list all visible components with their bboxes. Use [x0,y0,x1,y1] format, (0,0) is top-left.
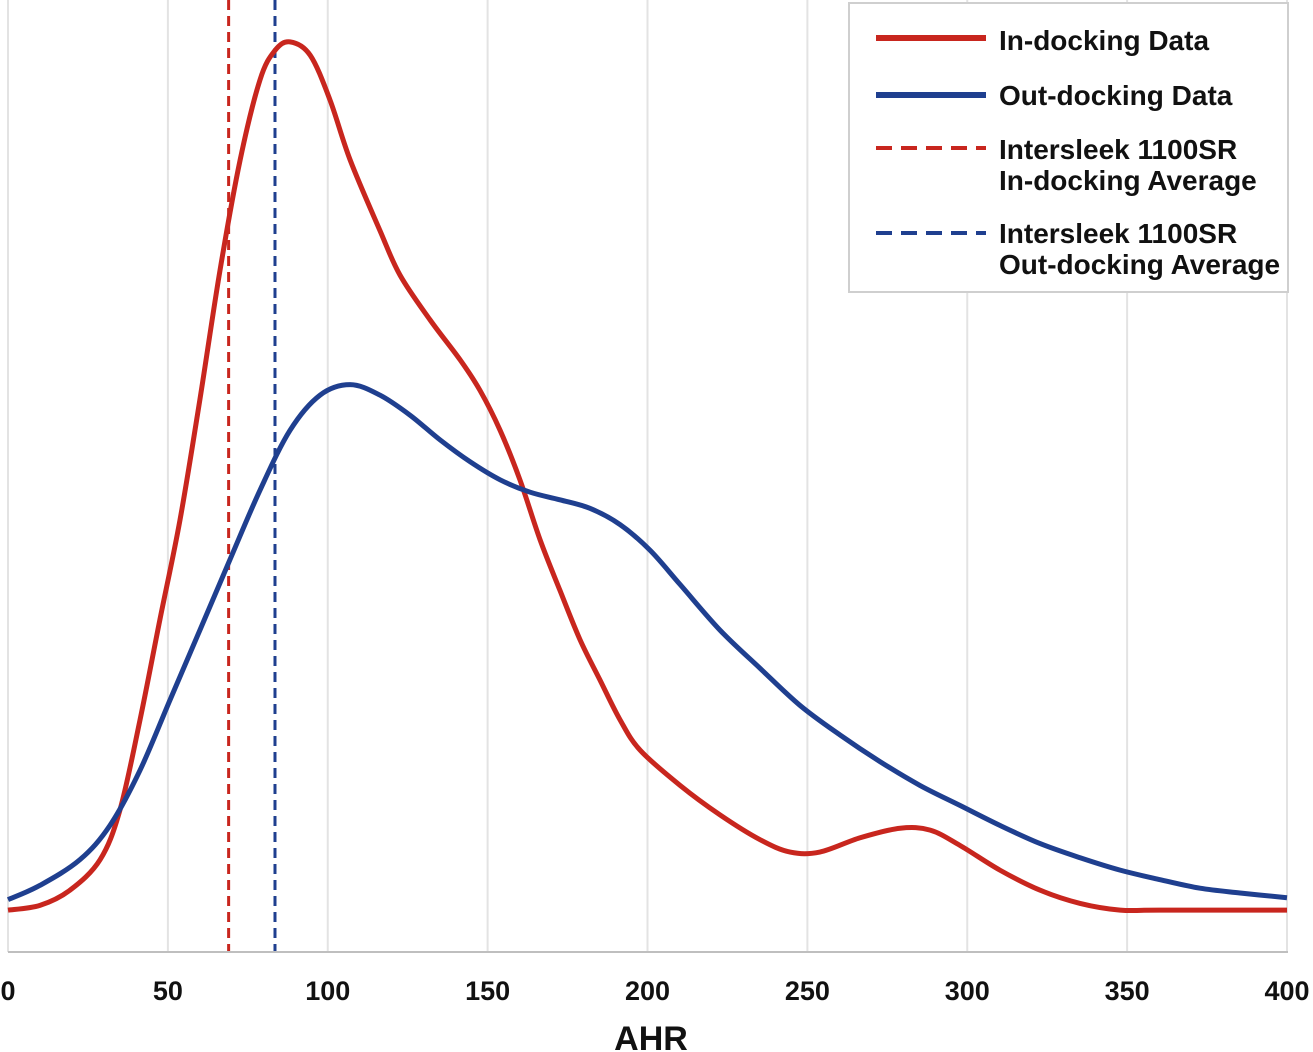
legend-label-out-docking-average-l1: Intersleek 1100SR [999,218,1237,249]
legend: In-docking Data Out-docking Data Intersl… [848,2,1289,293]
x-tick-label-100: 100 [305,976,350,1006]
legend-label-in-docking-data: In-docking Data [999,25,1209,56]
x-tick-label-150: 150 [465,976,510,1006]
x-tick-label-50: 50 [153,976,183,1006]
reference-lines [227,0,277,952]
legend-label-in-docking-average-l1: Intersleek 1100SR [999,134,1237,165]
x-tick-label-400: 400 [1264,976,1309,1006]
x-tick-label-0: 0 [0,976,15,1006]
x-axis-label: AHR [614,1020,688,1052]
x-tick-label-200: 200 [625,976,670,1006]
legend-label-out-docking-data: Out-docking Data [999,80,1233,111]
legend-box [848,2,1289,293]
series-line-out-docking-data [6,382,1288,902]
x-tick-labels: 0 50 100 150 200 250 300 350 400 [0,976,1309,1006]
x-tick-label-250: 250 [785,976,830,1006]
series-lines [6,39,1288,914]
legend-label-out-docking-average-l2: Out-docking Average [999,249,1280,280]
series-line-in-docking-data [7,39,1287,914]
legend-label-in-docking-average-l2: In-docking Average [999,165,1257,196]
x-tick-label-350: 350 [1105,976,1150,1006]
x-tick-label-300: 300 [945,976,990,1006]
